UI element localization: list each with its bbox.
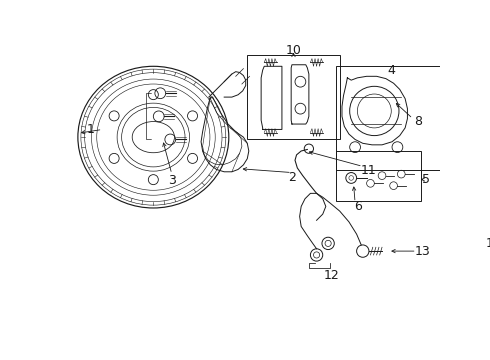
- Text: 3: 3: [168, 174, 176, 187]
- Text: 11: 11: [361, 164, 377, 177]
- Bar: [336, 66, 447, 170]
- Text: 4: 4: [387, 64, 395, 77]
- Text: 8: 8: [414, 115, 422, 128]
- Bar: [336, 151, 420, 201]
- Bar: [247, 55, 340, 139]
- Text: 6: 6: [354, 200, 362, 213]
- Text: 13: 13: [415, 244, 431, 258]
- Text: 5: 5: [422, 173, 430, 186]
- Text: 1: 1: [87, 123, 95, 136]
- Text: 10: 10: [286, 44, 301, 57]
- Text: 2: 2: [288, 171, 296, 184]
- Text: 12: 12: [324, 269, 340, 282]
- Text: 14: 14: [486, 237, 490, 250]
